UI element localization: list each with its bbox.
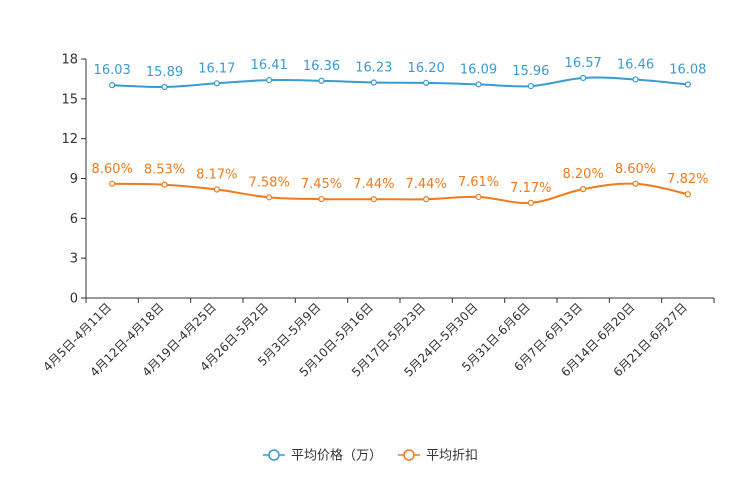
- data-point[interactable]: [266, 194, 273, 201]
- data-point[interactable]: [580, 186, 587, 193]
- data-point[interactable]: [318, 195, 325, 203]
- legend-item-0[interactable]: 平均价格（万）: [263, 448, 382, 464]
- data-point[interactable]: [527, 82, 534, 90]
- data-point[interactable]: [109, 180, 116, 187]
- data-label: 16.20: [408, 61, 445, 76]
- y-tick-label: 0: [70, 292, 78, 307]
- data-label: 8.60%: [92, 162, 133, 177]
- data-label: 16.57: [565, 56, 602, 71]
- data-point[interactable]: [475, 193, 482, 201]
- y-tick-label: 15: [61, 92, 78, 107]
- data-label: 16.41: [251, 58, 288, 73]
- data-label: 7.82%: [667, 172, 708, 187]
- data-point[interactable]: [580, 74, 587, 82]
- data-point[interactable]: [370, 79, 377, 86]
- data-label: 7.58%: [249, 175, 290, 190]
- data-label: 15.96: [512, 64, 549, 79]
- data-label: 16.03: [94, 63, 131, 78]
- data-label: 15.89: [146, 65, 183, 80]
- series: 16.03 15.89 16.17 16.41 16.36 16.23 16.20 16.09…: [92, 56, 708, 206]
- series-0: 16.03 15.89 16.17 16.41 16.36 16.23 16.20 16.09…: [94, 56, 706, 91]
- data-point[interactable]: [161, 83, 168, 91]
- y-tick-label: 3: [70, 252, 78, 267]
- data-label: 7.44%: [406, 177, 447, 192]
- data-label: 7.44%: [353, 177, 394, 192]
- data-label: 16.09: [460, 62, 497, 77]
- data-point[interactable]: [632, 180, 639, 187]
- y-tick-label: 9: [70, 172, 78, 187]
- y-tick-label: 12: [61, 132, 78, 147]
- y-tick-label: 6: [70, 212, 78, 227]
- y-ticks: 0 3 6 9 12 15 18: [61, 53, 86, 307]
- data-point[interactable]: [684, 81, 691, 88]
- data-label: 8.17%: [196, 168, 237, 183]
- data-point[interactable]: [266, 77, 273, 84]
- legend-label: 平均价格（万）: [291, 448, 382, 464]
- data-label: 8.53%: [144, 163, 185, 178]
- data-label: 7.17%: [510, 181, 551, 196]
- data-point[interactable]: [161, 181, 168, 188]
- data-point[interactable]: [370, 196, 377, 203]
- axes: [85, 59, 714, 299]
- legend-marker-icon: [268, 449, 280, 461]
- data-point[interactable]: [423, 79, 430, 87]
- data-point[interactable]: [109, 82, 116, 89]
- series-line: [112, 76, 688, 89]
- legend-label: 平均折扣: [426, 449, 478, 464]
- data-label: 16.17: [198, 61, 235, 76]
- series-1: 8.60% 8.53% 8.17% 7.58% 7.45% 7.44% 7.44% 7.61%…: [92, 162, 708, 206]
- data-label: 7.61%: [458, 175, 499, 190]
- data-point[interactable]: [475, 81, 482, 88]
- data-point[interactable]: [318, 77, 325, 84]
- data-label: 8.20%: [563, 167, 604, 182]
- legend-marker-icon: [403, 449, 415, 461]
- data-point[interactable]: [423, 196, 430, 203]
- data-label: 16.46: [617, 57, 654, 72]
- y-tick-label: 18: [61, 53, 78, 68]
- data-label: 16.08: [669, 62, 706, 77]
- legend: 平均价格（万） 平均折扣: [263, 448, 478, 464]
- data-label: 7.45%: [301, 177, 342, 192]
- data-label: 16.36: [303, 59, 340, 74]
- data-label: 16.23: [355, 61, 392, 76]
- data-point[interactable]: [527, 199, 534, 206]
- data-point[interactable]: [684, 191, 691, 198]
- data-point[interactable]: [213, 80, 220, 87]
- x-ticks: 4月5日-4月11日4月12日-4月18日4月19日-4月25日4月26日-5月…: [40, 298, 715, 380]
- data-point[interactable]: [213, 186, 220, 193]
- data-label: 8.60%: [615, 162, 656, 177]
- series-line: [112, 182, 689, 204]
- data-point[interactable]: [632, 76, 639, 83]
- legend-item-1[interactable]: 平均折扣: [398, 449, 478, 464]
